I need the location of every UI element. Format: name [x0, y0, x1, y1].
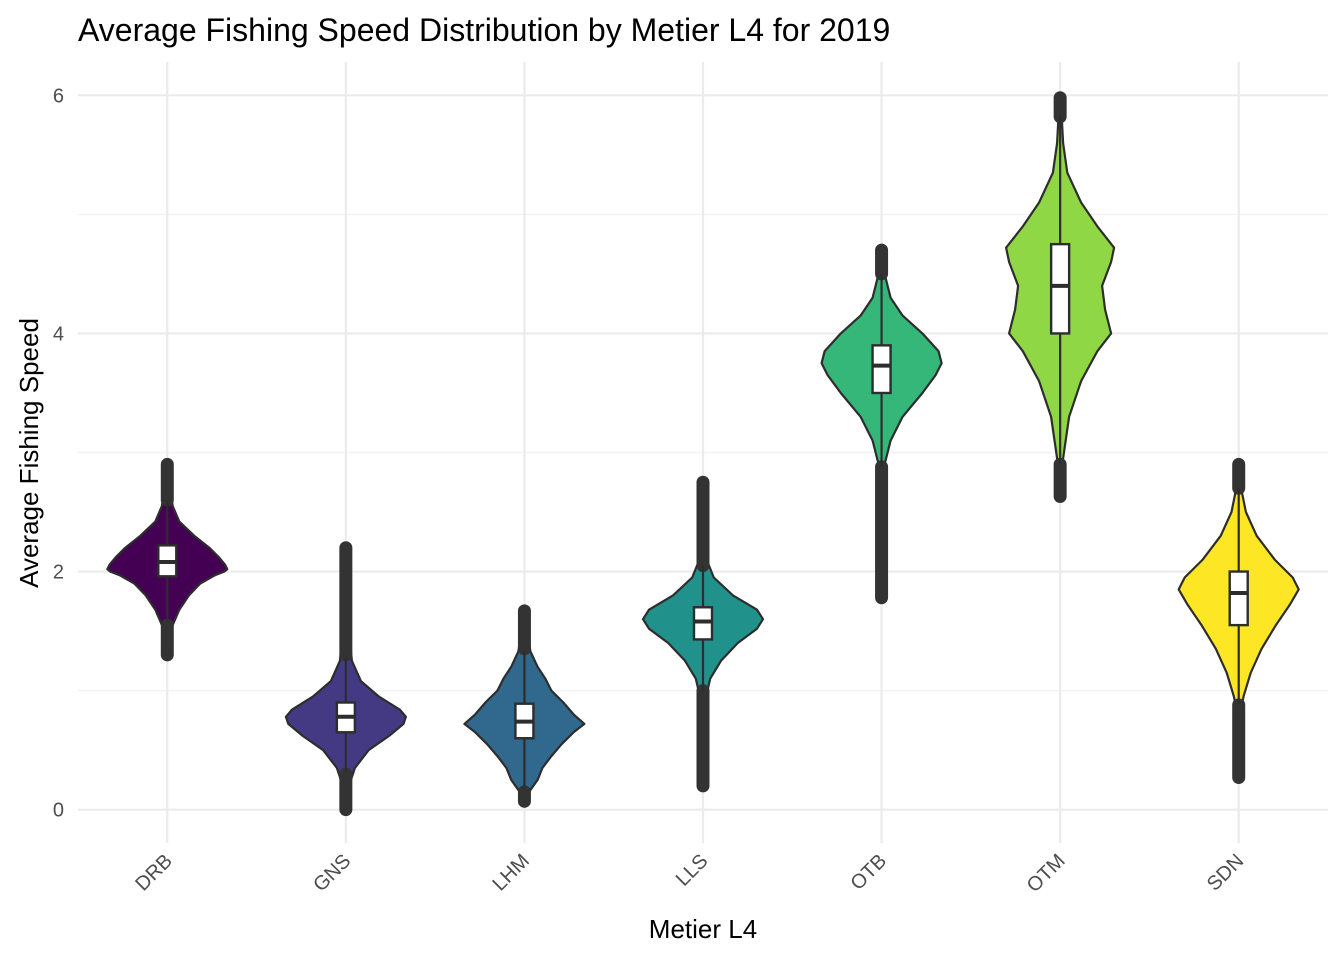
violin-otb: [820, 243, 943, 605]
violin-gns: [284, 541, 407, 817]
x-axis-ticks: DRB GNS LHM LLS OTB OTM SDN: [131, 850, 1248, 897]
x-tick-label: GNS: [309, 850, 355, 896]
box: [1049, 242, 1071, 335]
y-tick-label: 0: [53, 800, 64, 822]
x-tick-label: DRB: [131, 850, 176, 895]
violin-lls: [641, 475, 765, 793]
x-tick-label: OTM: [1023, 850, 1070, 897]
box: [1228, 570, 1249, 627]
violin-otm: [1005, 91, 1116, 504]
x-tick-label: LHM: [489, 850, 534, 895]
violin-lhm: [463, 604, 586, 808]
x-axis-title: Metier L4: [649, 914, 757, 944]
y-tick-label: 4: [53, 323, 64, 345]
x-tick-label: OTB: [846, 850, 891, 895]
y-axis-ticks: 0 2 4 6: [53, 85, 64, 821]
x-tick-label: SDN: [1203, 850, 1248, 895]
violin-sdn: [1177, 457, 1300, 785]
y-tick-label: 6: [53, 85, 64, 107]
y-axis-title: Average Fishing Speed: [14, 318, 44, 588]
chart-title: Average Fishing Speed Distribution by Me…: [78, 12, 890, 48]
x-tick-label: LLS: [672, 850, 713, 891]
y-tick-label: 2: [53, 562, 64, 584]
violin-drb: [106, 457, 229, 662]
box: [871, 344, 892, 395]
violins: [106, 91, 1300, 817]
